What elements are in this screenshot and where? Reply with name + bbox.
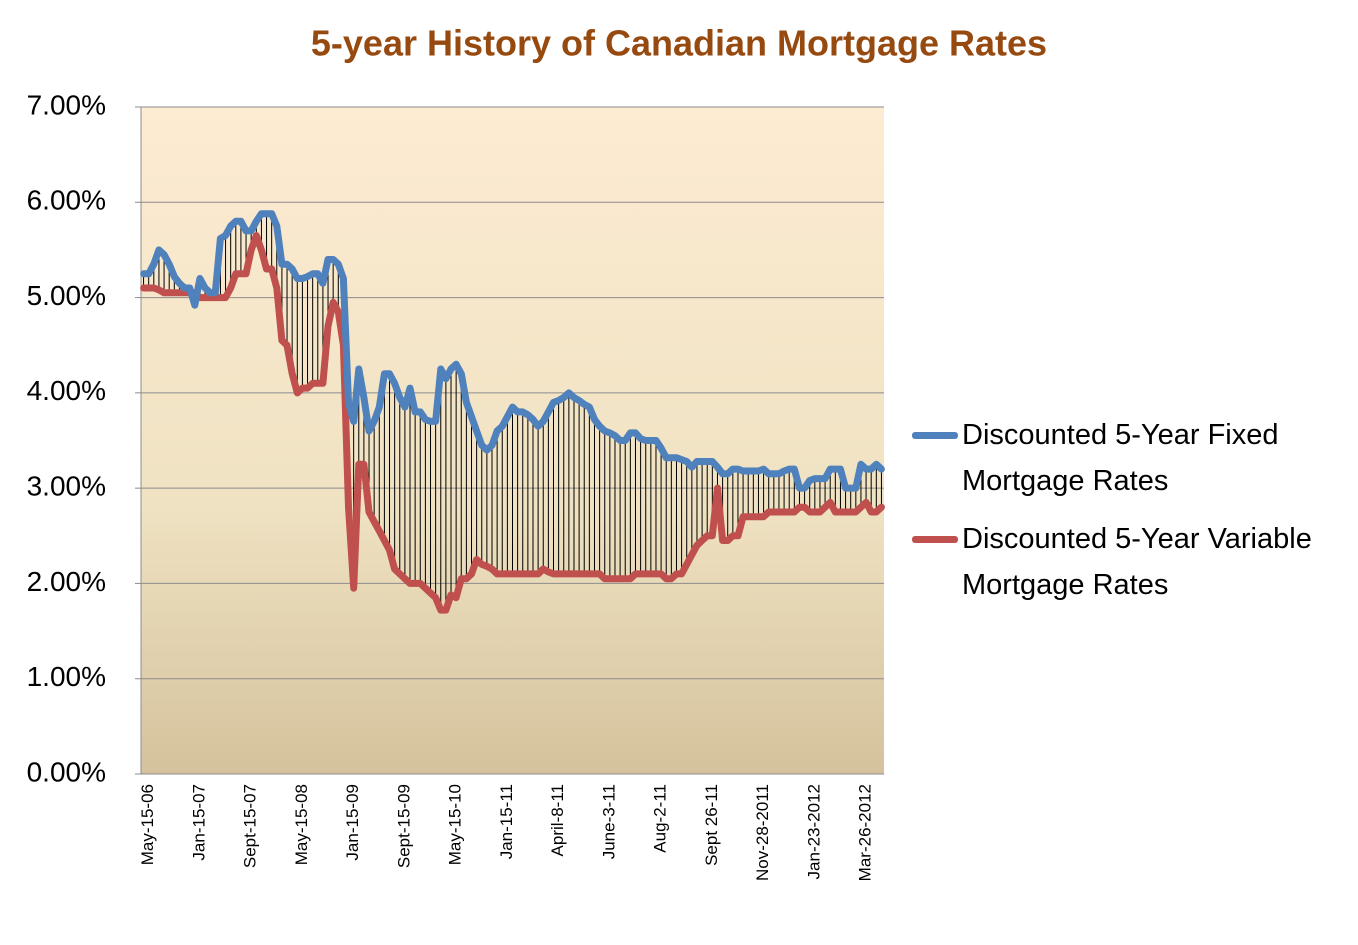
x-tick-label: Jan-15-11	[497, 784, 516, 859]
y-tick-label: 3.00%	[27, 471, 106, 502]
x-tick-label: Jan-15-07	[189, 784, 208, 861]
y-tick-label: 5.00%	[27, 280, 106, 311]
x-tick-label: May-15-06	[138, 784, 157, 865]
x-tick-label: May-15-10	[446, 784, 465, 865]
x-tick-label: June-3-11	[599, 784, 618, 859]
y-tick-label: 1.00%	[27, 661, 106, 692]
y-tick-label: 7.00%	[27, 89, 106, 120]
series-line	[140, 232, 885, 614]
x-tick-label: Jan-23-2012	[804, 784, 823, 879]
legend-item: Discounted 5-Year Fixed Mortgage Rates	[912, 412, 1342, 504]
series-line	[140, 210, 885, 492]
x-tick-label: Sept 26-11	[702, 784, 721, 866]
chart-title: 5-year History of Canadian Mortgage Rate…	[311, 23, 1047, 64]
y-tick-label: 0.00%	[27, 756, 106, 787]
x-tick-label: May-15-08	[292, 784, 311, 865]
legend: Discounted 5-Year Fixed Mortgage Rates Di…	[912, 412, 1352, 620]
legend-label: Discounted 5-Year Variable Mortgage Rate…	[962, 523, 1312, 601]
x-tick-label: Jan-15-09	[343, 784, 362, 861]
legend-swatch	[912, 432, 958, 439]
x-tick-label: Mar-26-2012	[856, 784, 875, 881]
y-tick-label: 6.00%	[27, 185, 106, 216]
legend-label: Discounted 5-Year Fixed Mortgage Rates	[962, 419, 1279, 497]
legend-item: Discounted 5-Year Variable Mortgage Rate…	[912, 516, 1342, 608]
x-tick-label: Sept-15-07	[241, 784, 260, 868]
y-tick-label: 4.00%	[27, 375, 106, 406]
x-tick-label: Nov-28-2011	[753, 784, 772, 881]
x-tick-label: Aug-2-11	[651, 784, 670, 853]
x-tick-label: Sept-15-09	[394, 784, 413, 868]
y-tick-label: 2.00%	[27, 566, 106, 597]
legend-swatch	[912, 536, 958, 543]
x-tick-label: April-8-11	[548, 784, 567, 856]
